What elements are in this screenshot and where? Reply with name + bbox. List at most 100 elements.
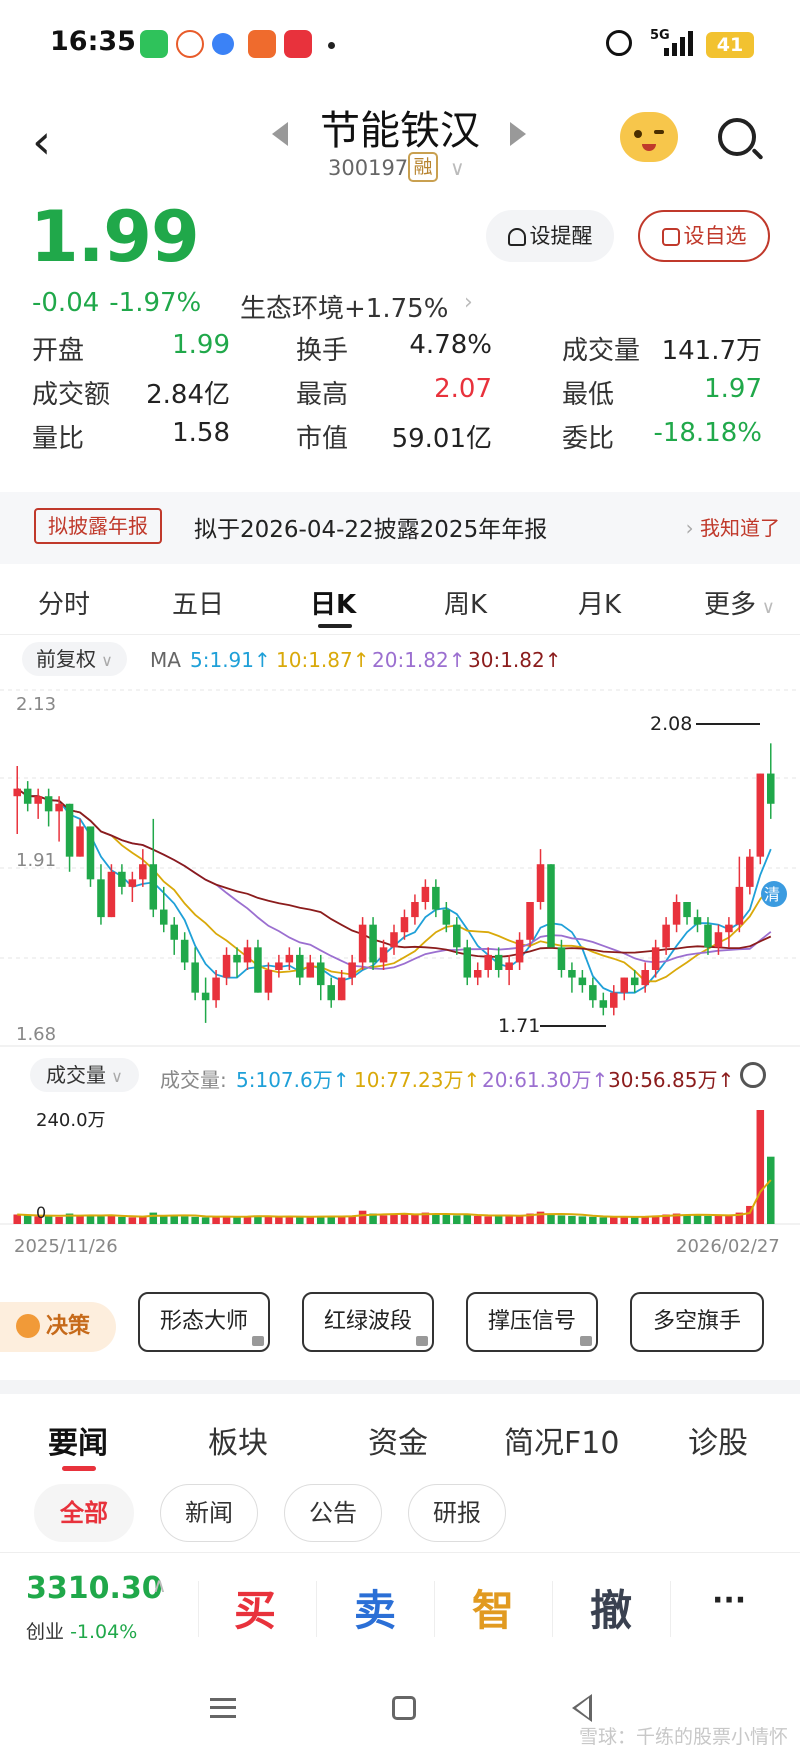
volume-zero-label: 0 — [36, 1203, 46, 1222]
candle — [714, 932, 723, 948]
candle — [149, 864, 158, 910]
volume-bar — [610, 1216, 618, 1224]
adjust-selector[interactable]: 前复权 ∨ — [22, 642, 127, 676]
vol5-value: 5:107.6万↑ — [236, 1068, 350, 1092]
candle — [369, 924, 377, 963]
pattern-master-button[interactable]: 形态大师 — [138, 1292, 270, 1352]
volume-bar — [55, 1216, 63, 1224]
candle — [683, 902, 691, 918]
tab-five-day[interactable]: 五日 — [172, 590, 225, 620]
dismiss-button[interactable]: › 我知道了 — [685, 516, 780, 540]
stat-value: 1.99 — [172, 330, 230, 360]
stat-item: 换手 4.78% — [296, 330, 492, 366]
stat-item: 量比 1.58 — [32, 418, 230, 454]
section-divider — [0, 1380, 800, 1394]
candle — [473, 970, 482, 978]
candle — [589, 985, 597, 1001]
chevron-right-icon[interactable]: › — [464, 290, 473, 315]
current-price: 1.99 — [30, 196, 200, 278]
prev-stock-icon[interactable] — [272, 122, 288, 146]
chevron-up-icon[interactable]: ∧ — [152, 1573, 167, 1597]
candle — [568, 970, 576, 978]
gear-icon[interactable] — [740, 1062, 766, 1088]
period-tabs: 分时 五日 日K 周K 月K 更多 ∨ — [0, 574, 800, 634]
buy-button[interactable]: 买 — [234, 1586, 277, 1635]
filter-news[interactable]: 新闻 — [160, 1484, 258, 1542]
search-icon[interactable] — [718, 118, 756, 156]
volume-bar — [693, 1215, 702, 1224]
tab-weekly-k[interactable]: 周K — [444, 590, 488, 620]
volume-bar — [243, 1216, 252, 1224]
volume-bar — [76, 1215, 84, 1224]
filter-research[interactable]: 研报 — [408, 1484, 506, 1542]
tab-more[interactable]: 更多 ∨ — [704, 590, 775, 620]
x-start-label: 2025/11/26 — [14, 1236, 118, 1257]
stat-value: 1.97 — [704, 374, 762, 404]
menu-icon[interactable] — [210, 1698, 236, 1718]
volume-max-label: 240.0万 — [36, 1110, 106, 1131]
more-button[interactable]: ··· — [712, 1583, 747, 1618]
clear-icon-label: 清 — [764, 885, 780, 904]
candle — [641, 970, 649, 986]
decision-tag[interactable]: 决策 — [0, 1302, 116, 1352]
app-icon — [248, 30, 276, 58]
volume-bars — [13, 1110, 775, 1224]
candle — [578, 977, 587, 986]
set-alert-button[interactable]: 设提醒 — [486, 210, 614, 262]
filter-announcement[interactable]: 公告 — [284, 1484, 382, 1542]
volume-bar — [453, 1215, 461, 1224]
volume-bar — [589, 1216, 597, 1224]
back-icon[interactable]: ‹ — [32, 114, 52, 170]
candle — [44, 796, 53, 812]
low-marker-label: 1.71 — [498, 1015, 540, 1037]
tab-intraday[interactable]: 分时 — [38, 590, 91, 620]
red-green-wave-button[interactable]: 红绿波段 — [302, 1292, 434, 1352]
volume-bar — [735, 1212, 744, 1224]
candle — [421, 886, 430, 902]
stock-name: 节能铁汉 — [320, 108, 480, 154]
candle — [86, 826, 95, 880]
index-value[interactable]: 3310.30 — [26, 1571, 163, 1606]
bull-bear-button[interactable]: 多空旗手 — [630, 1292, 764, 1352]
support-resist-button[interactable]: 撑压信号 — [466, 1292, 598, 1352]
filter-all[interactable]: 全部 — [34, 1484, 134, 1542]
watermark: 雪球：千练的股票小情怀 — [578, 1726, 788, 1748]
volume-bar — [191, 1216, 199, 1224]
sell-button[interactable]: 卖 — [354, 1586, 397, 1635]
chevron-down-icon[interactable]: ∨ — [450, 156, 465, 180]
volume-bar — [149, 1212, 158, 1224]
back-nav-icon[interactable] — [572, 1694, 592, 1722]
volume-bar — [683, 1214, 691, 1224]
tab-diagnosis[interactable]: 诊股 — [688, 1426, 748, 1461]
candle — [379, 947, 388, 963]
indicator-selector[interactable]: 成交量 ∨ — [30, 1058, 139, 1092]
next-stock-icon[interactable] — [510, 122, 526, 146]
sector-link[interactable]: 生态环境+1.75% — [240, 288, 448, 325]
stat-label: 换手 — [296, 336, 349, 366]
stat-value: 141.7万 — [661, 336, 762, 366]
tab-funds[interactable]: 资金 — [368, 1426, 428, 1461]
stat-item: 委比 -18.18% — [562, 418, 762, 454]
volume-bar — [442, 1214, 451, 1224]
candle — [55, 803, 63, 812]
tab-sector[interactable]: 板块 — [208, 1426, 268, 1461]
volume-bar — [201, 1217, 210, 1224]
candlestick-chart[interactable]: 2.13 1.91 1.68 2.08 1.71 清 — [0, 688, 800, 1048]
cancel-order-button[interactable]: 撤 — [590, 1586, 633, 1635]
volume-bar — [23, 1215, 32, 1224]
tab-headlines[interactable]: 要闻 — [48, 1426, 108, 1461]
tab-f10[interactable]: 简况F10 — [504, 1426, 620, 1461]
volume-bar — [766, 1156, 775, 1224]
tab-daily-k[interactable]: 日K — [310, 590, 357, 620]
candle — [547, 864, 555, 948]
home-icon[interactable] — [392, 1696, 416, 1720]
add-watchlist-button[interactable]: 设自选 — [638, 210, 770, 262]
volume-bar — [536, 1211, 545, 1224]
volume-bar — [379, 1215, 388, 1224]
ma5-value: 5:1.91↑ — [190, 648, 271, 672]
tab-monthly-k[interactable]: 月K — [578, 590, 622, 620]
stat-item: 成交量 141.7万 — [562, 330, 762, 366]
volume-chart[interactable]: 240.0万 0 2025/11/26 2026/02/27 — [0, 1100, 800, 1260]
mascot-icon[interactable] — [620, 112, 678, 162]
smart-button[interactable]: 智 — [472, 1586, 515, 1635]
